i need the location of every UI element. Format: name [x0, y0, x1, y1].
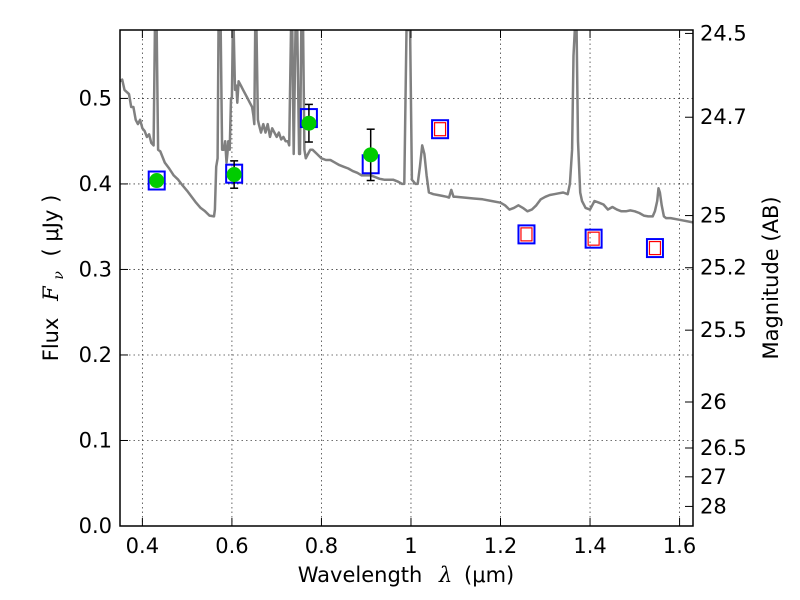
observed-square: [520, 227, 533, 242]
y-tick-label: 0.3: [79, 257, 112, 281]
x-axis-label: Wavelength λ (μm): [298, 563, 514, 587]
x-tick-label: 1.2: [484, 534, 517, 558]
observed-square: [433, 122, 447, 137]
observed-point: [363, 147, 379, 163]
x-tick-label: 0.8: [305, 534, 338, 558]
observed-point: [226, 167, 242, 183]
y-tick-label: 0.5: [79, 86, 112, 110]
model-band-square: [517, 224, 536, 245]
observed-point: [149, 173, 165, 189]
x-tick-label: 1: [404, 534, 417, 558]
y-axis-label-text: Flux: [39, 318, 63, 362]
model-band-square: [584, 228, 603, 249]
model-spectrum-line: [120, 30, 693, 224]
y2-axis-label-text: Magnitude (AB): [759, 196, 783, 359]
y-tick-label: 0.1: [79, 428, 112, 452]
observed-square: [648, 240, 662, 256]
observed-point: [301, 115, 317, 131]
model-band-square: [645, 238, 664, 259]
y2-tick-label: 25: [700, 204, 727, 228]
x-tick-label: 1.4: [573, 534, 606, 558]
y2-tick-label: 24.7: [700, 105, 747, 129]
y2-tick-label: 25.2: [700, 256, 747, 280]
y-axis-label-subscript: ν: [51, 271, 67, 280]
y2-axis-label: Magnitude (AB): [759, 196, 783, 359]
x-axis-label-unit: (μm): [464, 563, 514, 587]
series-layer: [120, 30, 693, 259]
y2-tick-label: 25.5: [700, 318, 747, 342]
model-band-square: [431, 119, 450, 140]
observed-square: [587, 231, 600, 246]
y-axis-label-unit: ( μJy ): [39, 195, 63, 257]
y2-tick-label: 28: [700, 494, 727, 518]
ticks: 0.4 0.6 0.8 1 1.2 1.4 1.6 0.0 0.1 0.2 0.3 0.4 0.5 24.…: [79, 21, 747, 558]
y-axis-label: Flux F ν ( μJy ): [39, 195, 68, 362]
y-tick-label: 0.2: [79, 343, 112, 367]
x-axis-label-symbol: λ: [438, 563, 452, 587]
x-tick-label: 1.6: [663, 534, 696, 558]
x-tick-label: 0.6: [215, 534, 248, 558]
y2-tick-label: 27: [700, 465, 727, 489]
y2-tick-label: 26: [700, 390, 727, 414]
x-tick-label: 0.4: [126, 534, 159, 558]
y2-tick-label: 26.5: [700, 436, 747, 460]
x-axis-label-text: Wavelength: [298, 563, 423, 587]
plot-frame: [119, 29, 694, 527]
y2-tick-label: 24.5: [700, 21, 747, 45]
y-axis-label-symbol: F: [39, 285, 63, 302]
model-band-square: [147, 170, 166, 191]
y-tick-label: 0.4: [79, 172, 112, 196]
y-tick-label: 0.0: [79, 514, 112, 538]
svg-text:Wavelength λ (μm): Wavelength λ (μm): [298, 563, 514, 587]
svg-text:Flux F ν ( μ: Flux F ν ( μJy ): [39, 195, 68, 362]
